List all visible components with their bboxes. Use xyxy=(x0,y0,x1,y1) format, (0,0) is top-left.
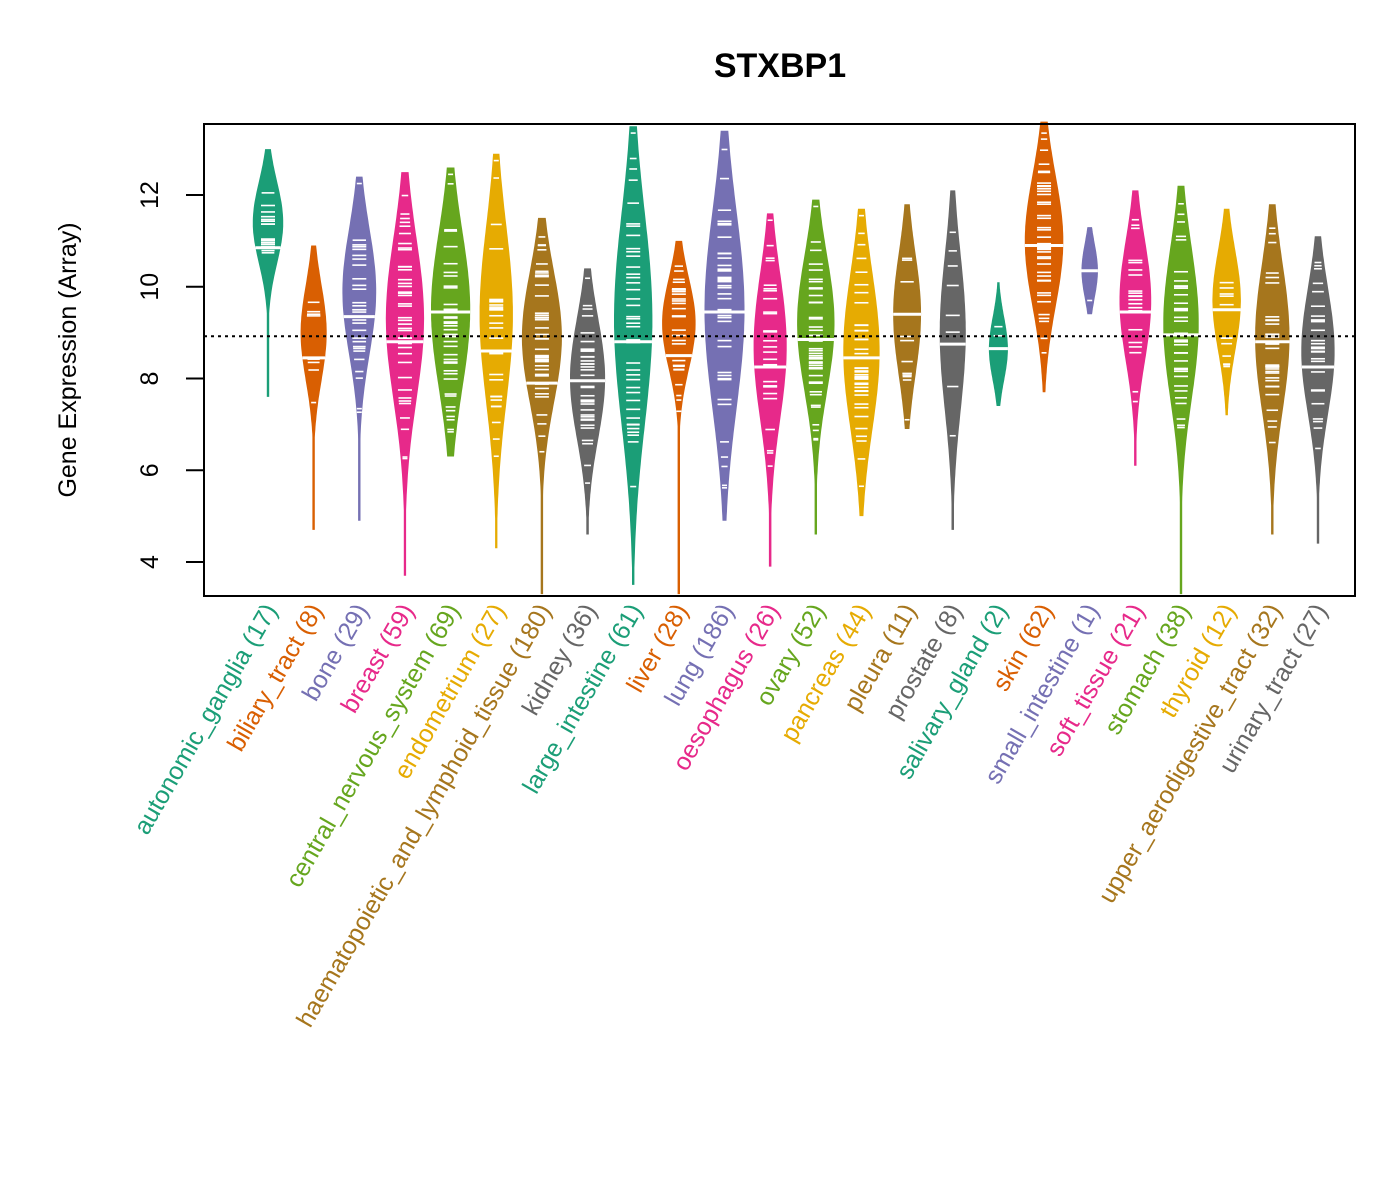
violin-body xyxy=(893,204,922,429)
violin-skin xyxy=(1024,121,1064,393)
violins-layer xyxy=(252,121,1335,595)
y-axis-label: Gene Expression (Array) xyxy=(54,222,82,497)
y-tick-label: 12 xyxy=(136,181,164,209)
violin-salivary-gland xyxy=(988,282,1008,406)
violin-pleura xyxy=(893,204,922,429)
chart-title: STXBP1 xyxy=(714,47,846,85)
violin-breast xyxy=(385,172,425,576)
violin-body xyxy=(1119,190,1152,466)
violin-body xyxy=(939,190,966,530)
violin-upper-aerodigestive-tract xyxy=(1255,204,1290,535)
violin-thyroid xyxy=(1212,208,1241,416)
violin-large-intestine xyxy=(614,126,653,585)
violin-endometrium xyxy=(479,153,513,549)
y-tick-label: 6 xyxy=(136,463,164,477)
violin-lung xyxy=(704,130,745,521)
violin-small-intestine xyxy=(1081,227,1098,315)
violin-body xyxy=(1163,185,1199,595)
violin-urinary-tract xyxy=(1301,236,1335,544)
violin-body xyxy=(521,217,562,595)
violin-autonomic-ganglia xyxy=(252,149,284,397)
violin-liver xyxy=(662,240,696,595)
violin-central-nervous-system xyxy=(431,167,471,457)
violin-body xyxy=(385,172,425,576)
violin-bone xyxy=(342,176,377,521)
x-axis-labels: autonomic_ganglia (17)biliary_tract (8)b… xyxy=(128,599,1333,1032)
y-tick-label: 8 xyxy=(136,372,164,386)
violin-body xyxy=(662,240,696,595)
violin-body xyxy=(300,245,327,530)
violin-body xyxy=(252,149,284,397)
violin-prostate xyxy=(939,190,966,530)
violin-pancreas xyxy=(843,208,880,517)
violin-body xyxy=(988,282,1008,406)
violin-haematopoietic-and-lymphoid-tissue xyxy=(521,217,562,595)
violin-ovary xyxy=(797,199,835,535)
violin-body xyxy=(1212,208,1241,416)
y-tick-label: 4 xyxy=(136,555,164,569)
violin-body xyxy=(753,213,787,567)
violin-kidney xyxy=(570,268,606,535)
violin-body xyxy=(614,126,653,585)
violin-biliary-tract xyxy=(300,245,327,530)
y-axis: 4 6 8 10 12 xyxy=(136,181,204,569)
violin-soft-tissue xyxy=(1119,190,1152,466)
violin-oesophagus xyxy=(753,213,787,567)
violin-body xyxy=(704,130,745,521)
violin-body xyxy=(843,208,880,517)
violin-stomach xyxy=(1163,185,1199,595)
y-tick-label: 10 xyxy=(136,273,164,301)
